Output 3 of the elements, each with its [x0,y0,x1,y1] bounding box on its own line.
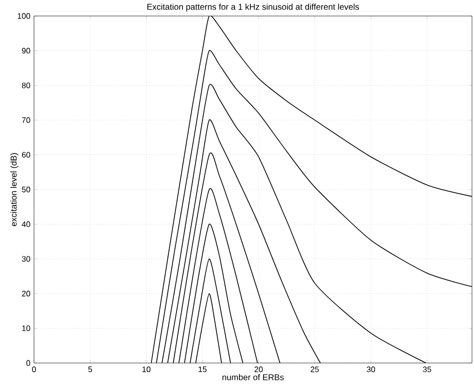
x-axis-title: number of ERBs [222,374,284,380]
chart-title: Excitation patterns for a 1 kHz sinusoid at different levels [147,4,359,12]
y-axis-title: excitation level (dB) [10,153,18,226]
